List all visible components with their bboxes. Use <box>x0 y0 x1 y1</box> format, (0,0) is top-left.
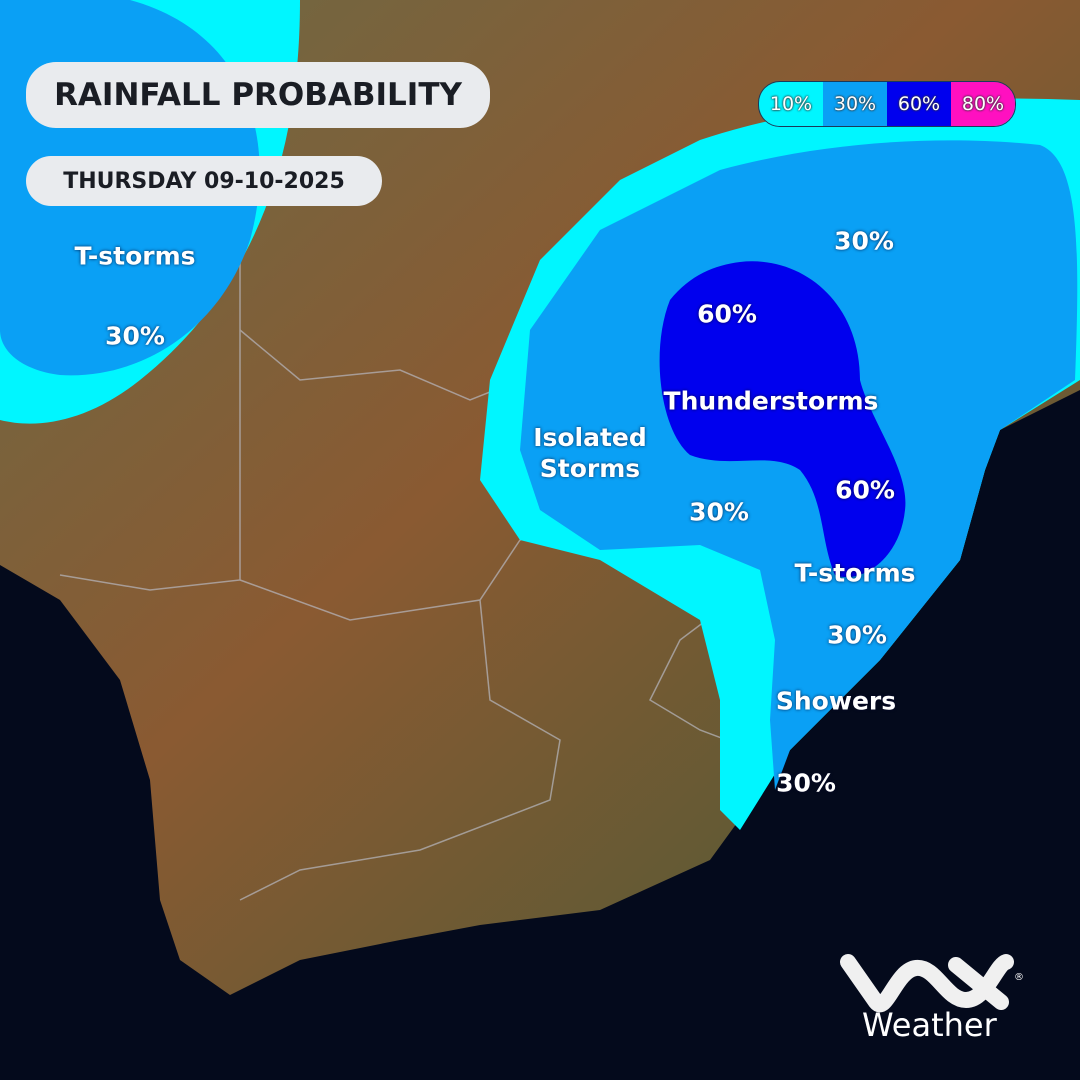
label-isolated-storms: Isolated Storms <box>533 422 647 483</box>
legend-60: 60% <box>887 82 951 126</box>
legend-80: 80% <box>951 82 1015 126</box>
label-tstorms: T-storms <box>794 558 916 588</box>
label-central-60: 60% <box>697 299 757 329</box>
label-north-pct: 30% <box>834 226 894 256</box>
label-west-type: T-storms <box>74 241 196 271</box>
label-coast-30: 30% <box>827 620 887 650</box>
rain-60 <box>659 261 906 578</box>
label-showers: Showers <box>775 686 897 716</box>
map-title: RAINFALL PROBABILITY <box>26 62 490 128</box>
brand-name: Weather <box>862 1006 997 1044</box>
label-west-pct: 30% <box>105 321 165 351</box>
label-east-60: 60% <box>835 475 895 505</box>
forecast-date: THURSDAY 09-10-2025 <box>26 156 382 206</box>
probability-legend: 10% 30% 60% 80% <box>758 81 1016 127</box>
svg-text:®: ® <box>1014 972 1024 983</box>
label-thunderstorms: Thunderstorms <box>663 386 879 416</box>
legend-30: 30% <box>823 82 887 126</box>
label-mid-30: 30% <box>689 497 749 527</box>
label-south-30: 30% <box>776 768 836 798</box>
vox-logo: ® <box>840 954 1024 1013</box>
legend-10: 10% <box>759 82 823 126</box>
